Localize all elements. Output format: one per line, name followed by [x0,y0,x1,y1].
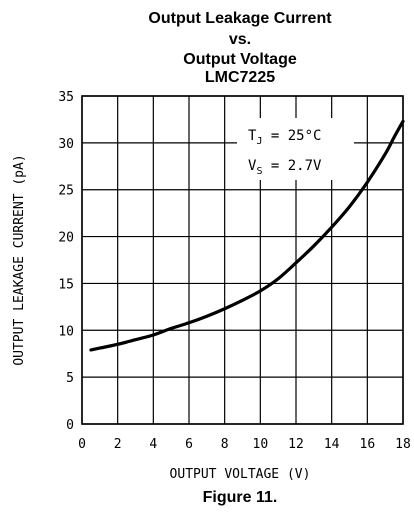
chart-title-line-3: Output Voltage [183,51,297,68]
annotation-background [237,118,354,180]
chart-title-line-4: LMC7225 [205,69,275,86]
series-line [89,119,405,352]
x-tick-label: 16 [360,437,376,452]
conditions-annotation: TJ = 25°C VS = 2.7V [237,118,354,180]
x-tick-label: 4 [149,437,157,452]
x-tick-label: 12 [288,437,304,452]
tick-labels: 0 2 4 6 8 10 12 14 16 18 0 5 10 15 20 25 30 35 [58,90,410,452]
y-tick-label: 15 [58,277,74,292]
y-tick-label: 30 [58,137,74,152]
series-group [89,119,405,352]
y-tick-label: 5 [66,371,74,386]
y-tick-label: 25 [58,184,74,199]
figure-caption: Figure 11. [203,489,278,506]
chart-title-line-1: Output Leakage Current [148,10,332,27]
x-tick-label: 18 [395,437,411,452]
y-axis-label: OUTPUT LEAKAGE CURRENT (pA) [12,154,27,365]
plot-frame [81,95,404,425]
x-tick-label: 8 [221,437,229,452]
x-tick-label: 14 [324,437,340,452]
y-tick-label: 35 [58,90,74,105]
x-tick-label: 10 [253,437,269,452]
x-tick-label: 2 [114,437,122,452]
x-tick-label: 0 [78,437,86,452]
y-tick-label: 20 [58,231,74,246]
x-tick-label: 6 [185,437,193,452]
x-axis-label: OUTPUT VOLTAGE (V) [170,467,311,482]
annotation-line-2: VS = 2.7V [248,158,322,177]
chart-title-line-2: vs. [229,31,251,48]
annotation-line-1: TJ = 25°C [248,128,321,147]
y-tick-label: 0 [66,418,74,433]
y-tick-label: 10 [58,324,74,339]
